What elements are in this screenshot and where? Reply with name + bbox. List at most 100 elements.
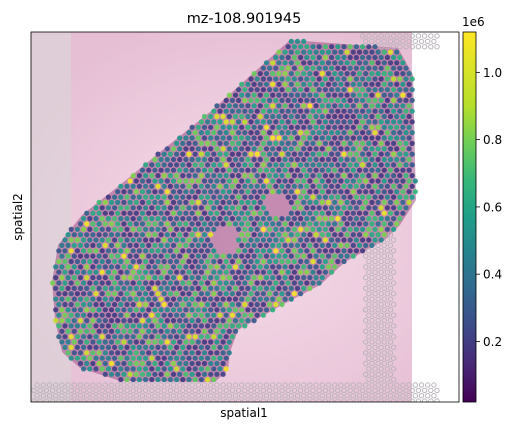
unused-spot <box>397 387 403 394</box>
expression-spot <box>155 334 161 340</box>
expression-spot <box>170 242 177 248</box>
unused-spot <box>214 382 220 388</box>
unused-spot <box>161 398 167 402</box>
expression-spot <box>322 54 328 61</box>
expression-spot <box>294 189 301 195</box>
expression-spot <box>319 264 325 270</box>
expression-spot <box>298 54 304 61</box>
expression-spot <box>332 113 338 120</box>
expression-spot <box>108 371 115 377</box>
expression-spot <box>285 280 291 286</box>
expression-spot <box>310 258 316 265</box>
expression-spot <box>102 339 108 345</box>
expression-spot <box>96 221 102 227</box>
expression-spot <box>186 366 192 372</box>
expression-spot <box>90 221 96 227</box>
expression-spot <box>170 350 177 356</box>
expression-spot <box>397 216 403 222</box>
unused-spot <box>409 387 415 394</box>
unused-spot <box>99 398 105 402</box>
unused-spot <box>71 382 78 388</box>
unused-spot <box>415 387 422 394</box>
unused-spot <box>170 382 177 388</box>
expression-spot <box>270 81 276 87</box>
expression-spot <box>304 44 310 50</box>
expression-spot <box>332 253 338 259</box>
unused-spot <box>220 393 226 399</box>
expression-spot <box>118 291 124 297</box>
expression-spot <box>170 296 177 302</box>
expression-spot <box>205 280 211 286</box>
expression-spot <box>152 156 158 163</box>
expression-spot <box>356 178 363 184</box>
unused-spot <box>87 398 93 402</box>
expression-spot <box>236 162 242 168</box>
expression-spot <box>201 350 208 356</box>
expression-spot <box>115 221 121 227</box>
unused-spot <box>273 387 279 394</box>
expression-spot <box>115 264 121 270</box>
unused-spot <box>369 393 375 399</box>
expression-spot <box>282 146 288 152</box>
expression-spot <box>99 291 105 297</box>
expression-spot <box>177 371 183 377</box>
expression-spot <box>118 280 124 286</box>
expression-spot <box>279 108 285 114</box>
expression-spot <box>301 81 307 87</box>
expression-spot <box>121 275 127 281</box>
expression-spot <box>347 194 353 200</box>
expression-spot <box>282 178 288 184</box>
expression-spot <box>254 312 260 318</box>
expression-spot <box>180 312 186 318</box>
expression-spot <box>105 323 111 329</box>
expression-spot <box>220 146 226 152</box>
expression-spot <box>291 205 297 211</box>
unused-spot <box>372 248 378 254</box>
expression-spot <box>319 242 325 248</box>
expression-spot <box>108 221 115 227</box>
unused-spot <box>77 393 84 399</box>
expression-spot <box>248 291 254 297</box>
expression-spot <box>372 226 378 232</box>
expression-spot <box>167 301 173 308</box>
expression-spot <box>372 97 378 103</box>
expression-spot <box>68 226 74 232</box>
expression-spot <box>347 205 353 211</box>
expression-spot <box>242 108 248 114</box>
expression-spot <box>180 248 186 254</box>
expression-spot <box>350 253 356 259</box>
expression-spot <box>81 355 87 361</box>
expression-spot <box>384 76 390 82</box>
expression-spot <box>143 194 149 200</box>
expression-spot <box>56 334 62 340</box>
expression-spot <box>412 189 418 195</box>
expression-spot <box>329 87 335 93</box>
expression-spot <box>208 318 214 324</box>
unused-spot <box>167 387 174 394</box>
expression-spot <box>105 194 111 200</box>
expression-spot <box>177 199 183 205</box>
expression-spot <box>257 178 263 184</box>
expression-spot <box>322 173 328 179</box>
expression-spot <box>313 156 319 163</box>
unused-spot <box>266 387 273 394</box>
expression-spot <box>87 334 93 340</box>
expression-spot <box>397 108 403 114</box>
expression-spot <box>118 237 124 243</box>
expression-spot <box>338 253 344 259</box>
expression-spot <box>242 258 248 265</box>
expression-spot <box>316 130 322 136</box>
expression-spot <box>260 76 266 82</box>
y-axis-label: spatial2 <box>11 193 25 241</box>
expression-spot <box>146 178 152 184</box>
colorbar-tick-label: 0.4 <box>483 268 502 282</box>
expression-spot <box>201 232 208 238</box>
unused-spot <box>59 382 65 388</box>
expression-spot <box>90 242 96 248</box>
expression-spot <box>167 312 173 318</box>
expression-spot <box>133 242 139 248</box>
expression-spot <box>217 162 223 168</box>
expression-spot <box>136 173 142 179</box>
expression-spot <box>329 226 335 232</box>
expression-spot <box>211 248 217 254</box>
